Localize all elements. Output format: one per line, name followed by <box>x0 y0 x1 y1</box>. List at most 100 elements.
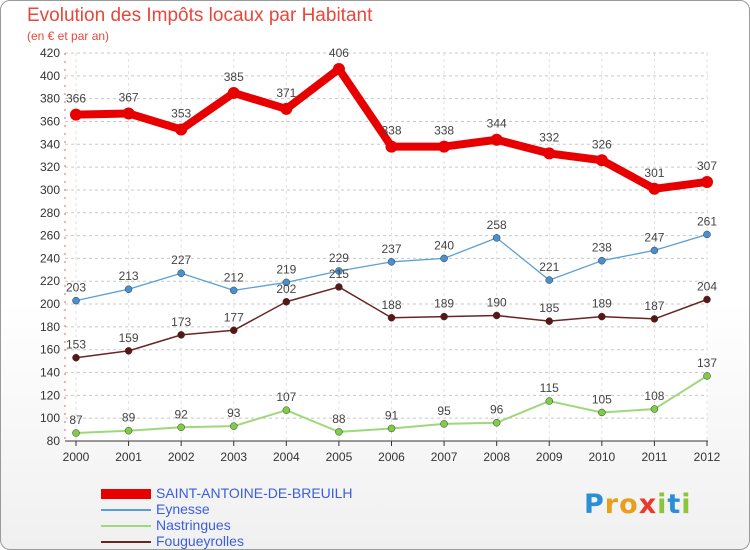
data-point <box>230 326 238 335</box>
data-label: 115 <box>540 381 559 395</box>
y-tick-label: 380 <box>40 92 60 106</box>
data-point <box>72 296 80 305</box>
x-tick-label: 2002 <box>168 450 195 464</box>
y-tick-label: 360 <box>40 114 60 128</box>
data-point <box>177 269 185 277</box>
data-point <box>598 256 606 265</box>
chart-title: Evolution des Impôts locaux par Habitant <box>27 5 373 26</box>
data-label: 238 <box>592 241 612 255</box>
x-tick-label: 2003 <box>220 450 247 464</box>
data-point <box>650 405 659 413</box>
logo-letter: x <box>638 489 658 520</box>
logo-letter: P <box>584 489 605 520</box>
data-label: 92 <box>174 407 188 421</box>
data-point <box>124 285 133 293</box>
data-label: 261 <box>697 214 717 228</box>
data-point <box>280 102 293 115</box>
data-point <box>545 397 553 405</box>
data-point <box>387 424 396 433</box>
x-tick-label: 2006 <box>378 450 405 464</box>
data-point <box>387 258 396 266</box>
y-tick-label: 100 <box>40 411 60 425</box>
data-point <box>492 234 501 242</box>
data-label: 366 <box>66 92 86 106</box>
data-label: 87 <box>69 413 83 427</box>
logo-letter: t <box>667 489 682 520</box>
legend-label: Eynesse <box>156 501 210 517</box>
data-point <box>227 86 240 99</box>
x-tick-label: 2007 <box>431 450 458 464</box>
data-point <box>282 406 291 414</box>
x-tick-label: 2004 <box>273 450 300 464</box>
data-point <box>650 246 659 255</box>
data-label: 215 <box>329 267 349 281</box>
data-label: 108 <box>644 389 664 403</box>
data-label: 185 <box>539 301 559 315</box>
legend-swatch <box>101 525 151 527</box>
x-tick-label: 2012 <box>694 450 721 464</box>
data-point <box>545 276 553 284</box>
x-tick-label: 2005 <box>326 450 353 464</box>
data-point <box>124 426 133 435</box>
data-point <box>490 133 503 146</box>
data-label: 229 <box>329 251 349 265</box>
data-label: 258 <box>487 218 507 232</box>
data-point <box>230 286 238 295</box>
data-point <box>124 347 133 355</box>
x-tick-label: 2010 <box>588 450 615 464</box>
data-label: 338 <box>381 124 401 138</box>
data-point <box>175 123 188 136</box>
data-label: 367 <box>119 90 139 104</box>
data-point <box>648 182 661 195</box>
x-tick-label: 2011 <box>642 450 668 464</box>
data-label: 247 <box>644 230 664 244</box>
y-tick-label: 240 <box>40 251 60 265</box>
data-label: 301 <box>644 166 664 180</box>
data-label: 95 <box>437 404 451 418</box>
data-point <box>545 317 553 325</box>
data-label: 212 <box>224 270 244 284</box>
data-label: 353 <box>171 106 191 120</box>
data-label: 91 <box>385 408 399 422</box>
data-label: 237 <box>381 242 401 256</box>
data-label: 221 <box>539 260 559 274</box>
y-tick-label: 200 <box>40 297 60 311</box>
data-point <box>385 140 398 153</box>
data-label: 89 <box>122 411 136 425</box>
data-label: 173 <box>171 315 191 329</box>
data-label: 88 <box>332 412 346 426</box>
data-point <box>440 254 448 263</box>
data-label: 307 <box>697 159 717 173</box>
data-label: 371 <box>276 86 296 100</box>
data-label: 187 <box>644 299 664 313</box>
logo-letter: i <box>681 489 692 520</box>
data-label: 338 <box>434 124 454 138</box>
data-point <box>177 331 185 339</box>
data-point <box>701 175 713 188</box>
data-point <box>122 107 135 120</box>
y-tick-label: 420 <box>40 46 60 60</box>
plot-area <box>65 53 708 441</box>
data-label: 344 <box>487 117 507 131</box>
data-label: 219 <box>276 262 296 276</box>
data-label: 105 <box>592 392 612 406</box>
data-point <box>650 315 659 323</box>
legend-label: Nastringues <box>156 517 231 533</box>
legend-label: Fougueyrolles <box>156 533 244 549</box>
logo-letter: r <box>604 489 620 520</box>
y-tick-label: 280 <box>40 206 60 220</box>
data-label: 240 <box>434 238 454 252</box>
data-point <box>335 428 343 436</box>
legend-swatch <box>101 541 151 543</box>
data-point <box>440 312 448 321</box>
data-point <box>438 140 451 153</box>
data-label: 159 <box>119 331 139 345</box>
data-point <box>703 230 711 239</box>
legend-swatch <box>101 489 151 499</box>
data-label: 188 <box>381 298 401 312</box>
data-point <box>703 372 711 380</box>
data-label: 227 <box>171 253 191 267</box>
y-tick-label: 180 <box>40 320 60 334</box>
